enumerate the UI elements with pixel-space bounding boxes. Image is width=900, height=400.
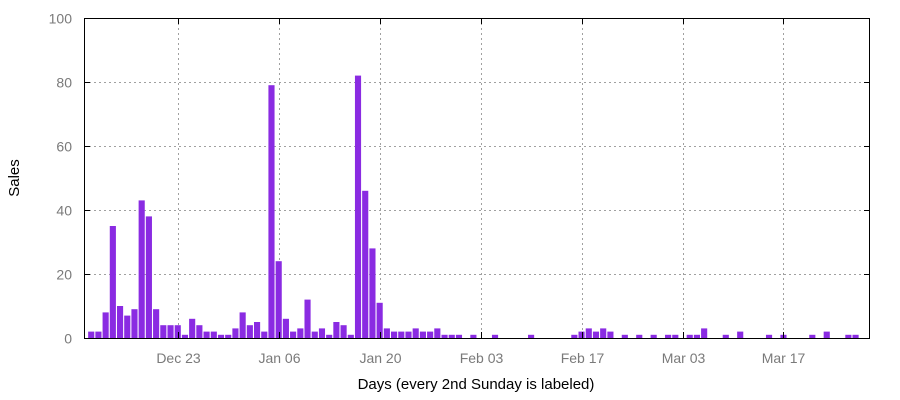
bar <box>88 331 95 338</box>
bar <box>232 328 239 338</box>
x-tick-label: Jan 06 <box>258 350 300 366</box>
x-tick-label: Jan 20 <box>359 350 401 366</box>
bar <box>290 331 297 338</box>
bar <box>109 226 116 338</box>
bar <box>585 328 592 338</box>
bar <box>491 334 499 338</box>
bar <box>167 325 174 338</box>
x-axis-title: Days (every 2nd Sunday is labeled) <box>358 376 595 393</box>
bar <box>621 334 628 338</box>
y-tick-label: 100 <box>49 11 73 27</box>
y-tick-label: 40 <box>56 203 72 219</box>
bar <box>160 325 167 338</box>
bar <box>203 331 210 338</box>
x-axis-ticks: Dec 23 Jan 06 Jan 20 Feb 03 Feb 17 Mar 03 Mar … <box>156 18 805 366</box>
bar <box>441 334 448 338</box>
bar <box>131 309 138 338</box>
bar <box>650 334 657 338</box>
bar <box>665 334 672 338</box>
bar <box>196 325 203 338</box>
bar <box>528 334 535 338</box>
y-axis-ticks: 0 20 40 60 80 100 <box>49 11 870 347</box>
x-tick-label: Mar 17 <box>762 350 806 366</box>
x-tick-label: Dec 23 <box>156 350 201 366</box>
bar <box>448 334 455 338</box>
bar <box>362 190 369 338</box>
bar <box>809 334 816 338</box>
bar <box>434 328 441 338</box>
bar <box>693 334 700 338</box>
bar <box>181 334 189 338</box>
bar <box>347 334 354 338</box>
bar <box>153 309 160 338</box>
bar <box>254 322 261 338</box>
bar <box>297 328 304 338</box>
bar <box>722 334 729 338</box>
bar <box>261 331 268 338</box>
bar <box>607 331 614 338</box>
bar <box>686 334 693 338</box>
bar <box>592 331 600 338</box>
bar <box>376 302 383 338</box>
bar <box>405 331 412 338</box>
bar <box>765 334 773 338</box>
bar <box>845 334 852 338</box>
bar <box>636 334 643 338</box>
bar <box>102 312 109 338</box>
bar <box>333 322 340 338</box>
bar <box>455 334 463 338</box>
bar <box>246 325 253 338</box>
x-tick-label: Feb 03 <box>460 350 504 366</box>
bar <box>189 318 196 338</box>
bar <box>318 328 326 338</box>
bar <box>369 248 376 338</box>
bar <box>217 334 225 338</box>
bar <box>470 334 477 338</box>
bar <box>383 328 390 338</box>
bar <box>268 85 275 338</box>
bar <box>138 200 145 338</box>
bar <box>737 331 744 338</box>
bar <box>304 299 311 338</box>
bar <box>391 331 398 338</box>
bar <box>427 331 434 338</box>
y-tick-label: 0 <box>64 331 72 347</box>
bar <box>412 328 419 338</box>
bar <box>210 331 217 338</box>
y-axis-title: Sales <box>6 159 23 197</box>
bar-series <box>88 75 859 338</box>
bar <box>419 331 426 338</box>
bar <box>398 331 405 338</box>
bar <box>326 334 333 338</box>
bar <box>571 334 578 338</box>
bar <box>145 216 152 338</box>
y-tick-label: 60 <box>56 139 72 155</box>
grid-lines <box>84 18 870 338</box>
x-tick-label: Feb 17 <box>561 350 605 366</box>
bar <box>116 306 124 338</box>
bar <box>225 334 232 338</box>
plot-frame <box>84 18 870 339</box>
bar <box>578 331 585 338</box>
bar <box>354 75 362 338</box>
bar <box>124 315 131 338</box>
y-tick-label: 20 <box>56 267 72 283</box>
x-tick-label: Mar 03 <box>662 350 706 366</box>
bar <box>275 261 282 338</box>
bar <box>852 334 859 338</box>
bar <box>282 318 289 338</box>
bar <box>701 328 708 338</box>
bar <box>174 325 181 338</box>
bar <box>600 328 607 338</box>
bar <box>239 312 246 338</box>
bar <box>340 325 347 338</box>
bar <box>311 331 318 338</box>
bar <box>95 331 102 338</box>
bar <box>672 334 679 338</box>
bar <box>823 331 830 338</box>
y-tick-label: 80 <box>56 75 72 91</box>
